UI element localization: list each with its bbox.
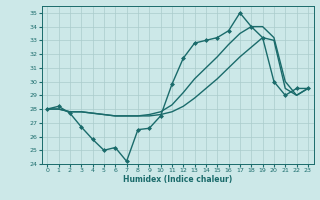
X-axis label: Humidex (Indice chaleur): Humidex (Indice chaleur) xyxy=(123,175,232,184)
